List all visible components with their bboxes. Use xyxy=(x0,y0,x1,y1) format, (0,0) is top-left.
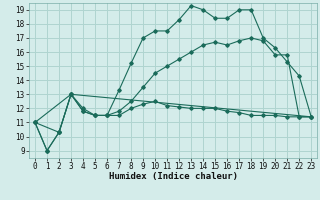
X-axis label: Humidex (Indice chaleur): Humidex (Indice chaleur) xyxy=(108,172,238,181)
